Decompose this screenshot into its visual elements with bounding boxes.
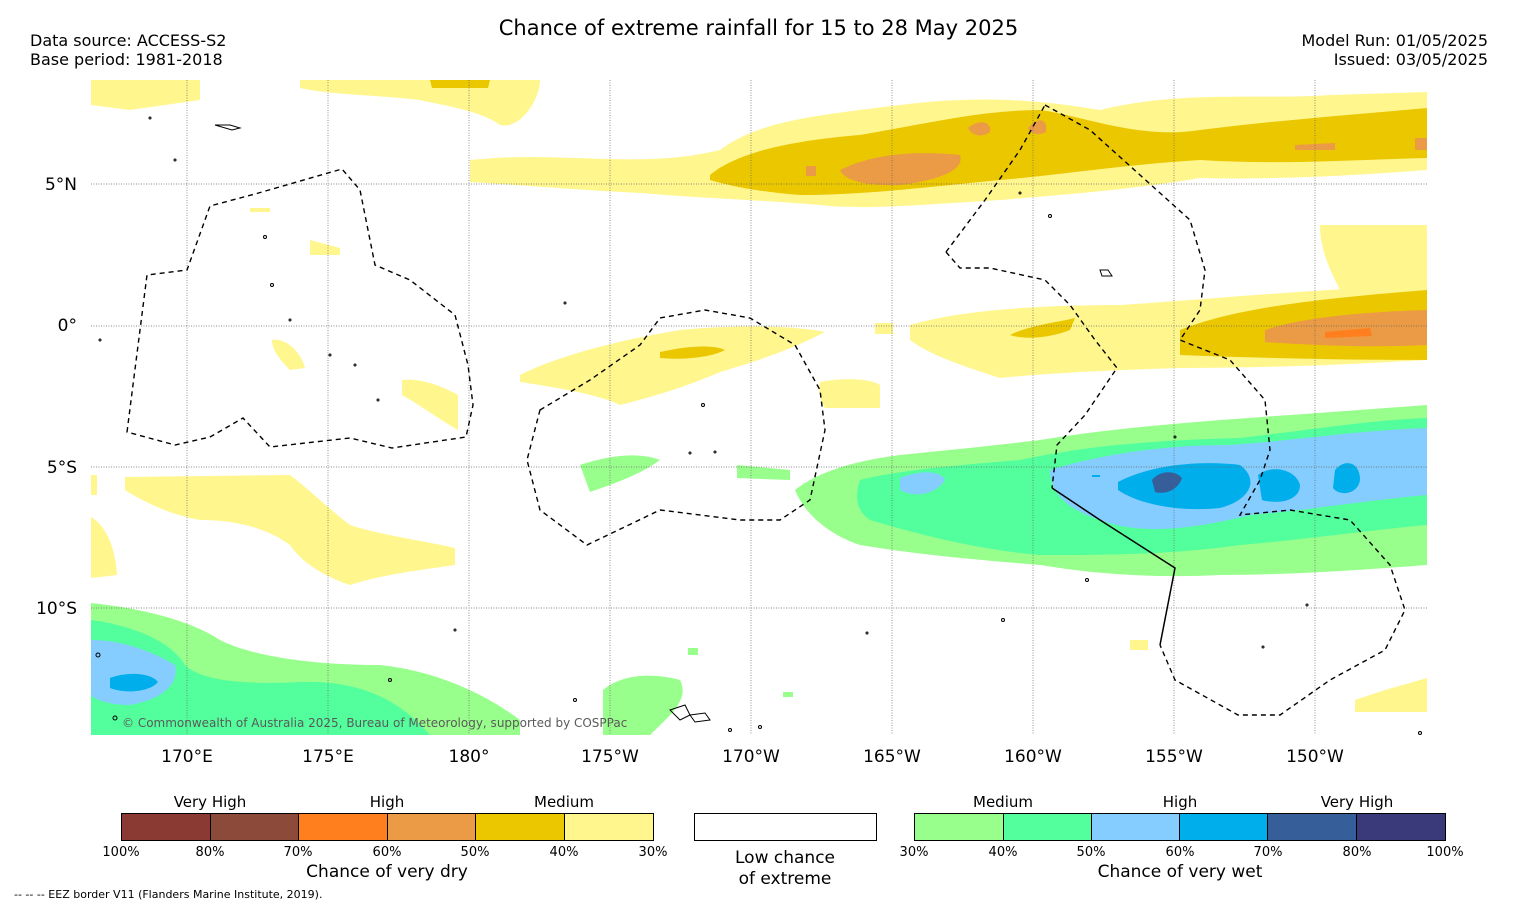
dry-areas <box>91 80 1427 712</box>
dry-color-swatch <box>122 814 211 840</box>
dry-area-north-high <box>840 153 961 186</box>
coastal-border <box>1051 487 1176 646</box>
model-run: Model Run: 01/05/2025 <box>1301 31 1489 50</box>
dry-color-swatch <box>388 814 476 840</box>
dry-group-label: High <box>369 793 405 811</box>
dry-area-central <box>520 326 825 405</box>
eez-border-kiribati-phoenix <box>526 309 826 546</box>
lon-label: 175°E <box>302 747 354 767</box>
dry-group-label: Medium <box>534 793 594 811</box>
wet-color-swatch <box>1091 814 1181 840</box>
lon-label: 150°W <box>1286 747 1344 767</box>
dry-color-swatch <box>565 814 653 840</box>
wet-tick: 50% <box>1076 845 1106 860</box>
gridlines <box>91 80 1427 735</box>
wet-color-swatch <box>1003 814 1092 840</box>
lon-label: 170°W <box>722 747 780 767</box>
dry-tick: 80% <box>195 845 225 860</box>
low-chance-line1: Low chance <box>735 848 835 868</box>
rainfall-map: 5°N 0° 5°S 10°S 170°E 175°E 180° 175°W 1… <box>36 80 1427 767</box>
data-source: Data source: ACCESS-S2 <box>30 31 227 50</box>
islands <box>95 116 1422 735</box>
low-chance-line2: of extreme <box>738 869 832 889</box>
wet-group-label: Medium <box>973 793 1033 811</box>
wet-legend-title: Chance of very wet <box>1097 862 1263 882</box>
dry-legend-title: Chance of very dry <box>306 862 468 882</box>
dry-colorbar <box>121 813 654 841</box>
dry-tick: 30% <box>638 845 668 860</box>
wet-color-swatch <box>1180 814 1269 840</box>
dry-group-label: Very High <box>173 793 247 811</box>
lon-label: 180° <box>449 747 490 767</box>
low-chance-swatch <box>694 813 877 841</box>
lon-label: 160°W <box>1004 747 1062 767</box>
wet-tick: 30% <box>899 845 929 860</box>
wet-tick: 60% <box>1165 845 1195 860</box>
map-title: Chance of extreme rainfall for 15 to 28 … <box>498 16 1019 40</box>
dry-tick: 50% <box>460 845 490 860</box>
lon-label: 155°W <box>1145 747 1203 767</box>
wet-colorbar <box>914 813 1446 841</box>
dry-color-swatch <box>211 814 299 840</box>
wet-tick: 40% <box>988 845 1018 860</box>
dry-area-southwest <box>125 475 455 585</box>
lat-label: 0° <box>58 316 77 336</box>
wet-color-swatch <box>1357 814 1445 840</box>
eez-borders <box>126 104 1406 716</box>
wet-color-swatch <box>1268 814 1358 840</box>
dry-tick: 70% <box>283 845 313 860</box>
eez-border-kiribati-line <box>1044 104 1406 716</box>
wet-tick: 70% <box>1253 845 1283 860</box>
wet-area-very-high <box>1152 472 1182 493</box>
lat-label: 5°N <box>45 175 77 195</box>
low-chance-title: Low chance of extreme <box>735 848 835 890</box>
dry-tick: 60% <box>372 845 402 860</box>
latitude-labels: 5°N 0° 5°S 10°S <box>36 175 77 619</box>
wet-group-label: Very High <box>1320 793 1394 811</box>
lon-label: 165°W <box>863 747 921 767</box>
dry-color-swatch <box>476 814 565 840</box>
copyright-credit: © Commonwealth of Australia 2025, Bureau… <box>122 716 628 730</box>
eez-footnote: -- -- -- EEZ border V11 (Flanders Marine… <box>14 888 323 901</box>
wet-tick: 100% <box>1426 845 1464 860</box>
lat-label: 5°S <box>47 458 77 478</box>
lon-label: 175°W <box>581 747 639 767</box>
wet-areas <box>91 405 1427 735</box>
dry-color-swatch <box>299 814 388 840</box>
wet-color-swatch <box>915 814 1004 840</box>
lat-label: 10°S <box>36 599 77 619</box>
longitude-labels: 170°E 175°E 180° 175°W 170°W 165°W 160°W… <box>161 747 1344 767</box>
issued-date: Issued: 03/05/2025 <box>1333 50 1488 69</box>
dry-tick: 100% <box>102 845 140 860</box>
wet-tick: 80% <box>1342 845 1372 860</box>
eez-border-kiribati-gilbert <box>126 168 474 449</box>
wet-group-label: High <box>1162 793 1198 811</box>
dry-tick: 40% <box>549 845 579 860</box>
lon-label: 170°E <box>161 747 213 767</box>
base-period: Base period: 1981-2018 <box>30 50 223 69</box>
